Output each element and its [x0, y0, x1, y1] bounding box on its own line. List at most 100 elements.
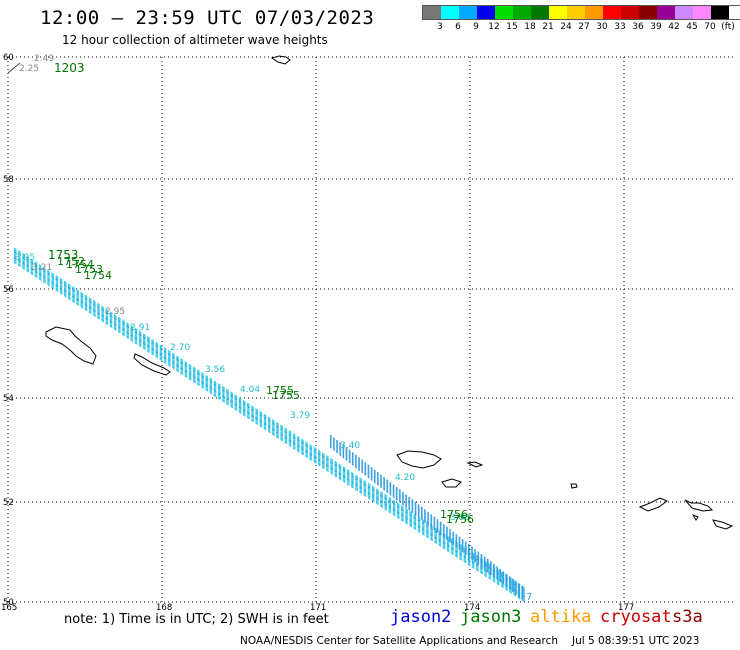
legend-label: 3	[437, 22, 443, 32]
track-line-end	[329, 441, 526, 597]
legend-labels: 3 6 9 12 15 18 21 24 27 30 33 36 39 42 45 70 (ft)	[422, 20, 740, 34]
track-line-end	[329, 435, 526, 591]
lon-label: 177	[618, 603, 634, 613]
track-line	[13, 249, 526, 591]
time-label: 7	[526, 592, 532, 603]
time-label: 1753	[75, 263, 103, 276]
time-label: 1754	[84, 269, 112, 282]
map-subtitle: 12 hour collection of altimeter wave hei…	[62, 33, 328, 47]
legend-swatch	[531, 6, 549, 19]
legend-label: 9	[473, 22, 479, 32]
track-tick	[7, 62, 21, 74]
lat-label: 56	[3, 285, 14, 295]
legend-label: 24	[560, 22, 572, 32]
time-label: 1756	[446, 513, 474, 526]
satellite-jason2: jason2	[390, 607, 452, 627]
legend-swatch	[639, 6, 657, 19]
legend-swatch	[657, 6, 675, 19]
legend-label: 21	[542, 22, 554, 32]
legend-swatch	[711, 6, 729, 19]
island-9	[684, 499, 714, 512]
lat-label: 50	[3, 598, 14, 608]
swh-label: 3.88	[450, 513, 470, 523]
legend-swatch	[567, 6, 585, 19]
swh-label: 2.70	[170, 343, 190, 353]
legend-label: 6	[455, 22, 461, 32]
track-line-end	[329, 443, 526, 598]
legend-label: 15	[506, 22, 518, 32]
legend-label: 12	[488, 22, 500, 32]
lon-label: 171	[310, 603, 326, 613]
lat-label: 54	[3, 394, 14, 404]
swh-label: 2.49	[34, 54, 54, 64]
track-line	[13, 256, 526, 598]
lon-label: 168	[156, 603, 172, 613]
track-line	[13, 247, 526, 589]
legend-swatches	[422, 5, 740, 20]
map-title: 12:00 — 23:59 UTC 07/03/2023	[40, 7, 375, 29]
track-line	[13, 254, 526, 596]
legend-swatch	[459, 6, 477, 19]
track-line	[13, 248, 526, 590]
satellite-s3a: s3a	[672, 607, 703, 627]
track-line-end	[329, 446, 526, 602]
legend-swatch	[513, 6, 531, 19]
island-5	[441, 478, 462, 488]
time-label: 1753	[48, 248, 79, 262]
island-11	[691, 513, 699, 521]
track-line	[13, 250, 526, 592]
island-2	[133, 353, 171, 376]
legend-swatch	[621, 6, 639, 19]
legend-swatch	[675, 6, 693, 19]
altimeter-track	[13, 247, 526, 603]
credit-text: NOAA/NESDIS Center for Satellite Applica…	[240, 635, 558, 647]
legend-swatch	[423, 6, 441, 19]
swh-label: 3.79	[290, 411, 310, 421]
time-label: 1755	[272, 389, 300, 402]
track-line	[13, 260, 526, 602]
swh-label: 3.95	[15, 253, 35, 263]
legend-label: 70	[704, 22, 716, 32]
legend-label: 42	[668, 22, 680, 32]
legend-swatch	[603, 6, 621, 19]
legend-label: 45	[686, 22, 698, 32]
legend-swatch	[693, 6, 711, 19]
track-line	[13, 261, 526, 603]
satellite-cryosat: cryosat	[600, 607, 672, 627]
track-line-end	[329, 437, 526, 592]
time-label: 1756	[440, 508, 468, 521]
track-line	[13, 259, 526, 601]
lat-label: 58	[3, 175, 14, 185]
satellite-jason3: jason3	[460, 607, 522, 627]
lat-label: 52	[3, 498, 14, 508]
track-line-end	[329, 438, 526, 593]
swh-label: 3.40	[340, 441, 360, 451]
swh-label: 3.56	[205, 365, 225, 375]
swh-label: 3.21	[32, 263, 52, 273]
satellite-altika: altika	[530, 607, 592, 627]
swh-label: 2.25	[19, 64, 39, 74]
island-6	[466, 461, 484, 468]
swh-label: 2.91	[130, 323, 150, 333]
legend-label: 27	[578, 22, 590, 32]
lon-label: 174	[464, 603, 480, 613]
footer-note: note: 1) Time is in UTC; 2) SWH is in fe…	[64, 612, 329, 627]
swh-label: 2.95	[105, 307, 125, 317]
legend-label: 30	[596, 22, 608, 32]
track-line-end	[329, 444, 526, 599]
legend-swatch	[477, 6, 495, 19]
legend-swatch	[585, 6, 603, 19]
legend-label: 33	[614, 22, 626, 32]
track-line	[13, 253, 526, 595]
legend-swatch	[441, 6, 459, 19]
legend-label: 39	[650, 22, 662, 32]
coastline	[45, 55, 734, 530]
footer-credit: NOAA/NESDIS Center for Satellite Applica…	[240, 635, 699, 647]
legend-swatch	[549, 6, 567, 19]
track-labels: 2.492.25 1203175317521754175317543.953.21…	[7, 54, 532, 603]
time-label: 1203	[54, 61, 85, 75]
legend-label: 18	[524, 22, 536, 32]
track-line	[13, 258, 526, 600]
